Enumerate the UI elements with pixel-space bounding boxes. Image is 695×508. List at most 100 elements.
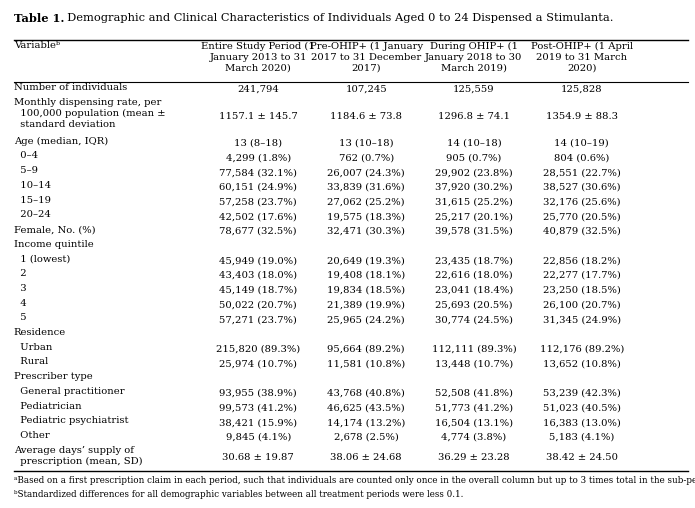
Text: 22,856 (18.2%): 22,856 (18.2%)	[543, 257, 621, 265]
Text: 57,258 (23.7%): 57,258 (23.7%)	[220, 198, 297, 206]
Text: 13 (8–18): 13 (8–18)	[234, 139, 282, 148]
Text: 42,502 (17.6%): 42,502 (17.6%)	[220, 212, 297, 221]
Text: Average days’ supply of
  prescription (mean, SD): Average days’ supply of prescription (me…	[14, 446, 142, 465]
Text: Pediatrician: Pediatrician	[14, 401, 81, 410]
Text: 15–19: 15–19	[14, 196, 51, 205]
Text: Variableᵇ: Variableᵇ	[14, 42, 60, 50]
Text: 52,508 (41.8%): 52,508 (41.8%)	[435, 389, 513, 398]
Text: 78,677 (32.5%): 78,677 (32.5%)	[220, 227, 297, 236]
Text: 23,250 (18.5%): 23,250 (18.5%)	[543, 285, 621, 295]
Text: 1157.1 ± 145.7: 1157.1 ± 145.7	[219, 112, 297, 121]
Text: 22,277 (17.7%): 22,277 (17.7%)	[543, 271, 621, 280]
Text: 3: 3	[14, 284, 26, 293]
Text: Monthly dispensing rate, per
  100,000 population (mean ±
  standard deviation: Monthly dispensing rate, per 100,000 pop…	[14, 98, 165, 129]
Text: 19,408 (18.1%): 19,408 (18.1%)	[327, 271, 405, 280]
Text: 13,448 (10.7%): 13,448 (10.7%)	[435, 359, 513, 368]
Text: 33,839 (31.6%): 33,839 (31.6%)	[327, 183, 405, 192]
Text: 241,794: 241,794	[237, 85, 279, 94]
Text: 26,100 (20.7%): 26,100 (20.7%)	[543, 300, 621, 309]
Text: 38,421 (15.9%): 38,421 (15.9%)	[219, 418, 297, 427]
Text: 1184.6 ± 73.8: 1184.6 ± 73.8	[330, 112, 402, 121]
Text: 11,581 (10.8%): 11,581 (10.8%)	[327, 359, 405, 368]
Text: Rural: Rural	[14, 358, 48, 366]
Text: 804 (0.6%): 804 (0.6%)	[554, 153, 610, 163]
Text: 38.06 ± 24.68: 38.06 ± 24.68	[330, 453, 402, 462]
Text: 36.29 ± 23.28: 36.29 ± 23.28	[438, 453, 510, 462]
Text: 39,578 (31.5%): 39,578 (31.5%)	[435, 227, 513, 236]
Text: 51,773 (41.2%): 51,773 (41.2%)	[435, 403, 513, 412]
Text: 45,149 (18.7%): 45,149 (18.7%)	[219, 285, 297, 295]
Text: 77,584 (32.1%): 77,584 (32.1%)	[220, 168, 297, 177]
Text: 38.42 ± 24.50: 38.42 ± 24.50	[546, 453, 618, 462]
Text: 25,770 (20.5%): 25,770 (20.5%)	[543, 212, 621, 221]
Text: ᵇStandardized differences for all demographic variables between all treatment pe: ᵇStandardized differences for all demogr…	[14, 490, 464, 499]
Text: 99,573 (41.2%): 99,573 (41.2%)	[220, 403, 297, 412]
Text: General practitioner: General practitioner	[14, 387, 124, 396]
Text: 60,151 (24.9%): 60,151 (24.9%)	[220, 183, 297, 192]
Text: 13 (10–18): 13 (10–18)	[339, 139, 393, 148]
Text: 215,820 (89.3%): 215,820 (89.3%)	[216, 344, 300, 354]
Text: Pediatric psychiatrist: Pediatric psychiatrist	[14, 416, 129, 425]
Text: 19,575 (18.3%): 19,575 (18.3%)	[327, 212, 405, 221]
Text: 43,768 (40.8%): 43,768 (40.8%)	[327, 389, 405, 398]
Text: 95,664 (89.2%): 95,664 (89.2%)	[327, 344, 405, 354]
Text: 13,652 (10.8%): 13,652 (10.8%)	[543, 359, 621, 368]
Text: 38,527 (30.6%): 38,527 (30.6%)	[543, 183, 621, 192]
Text: Post-OHIP+ (1 April
2019 to 31 March
2020): Post-OHIP+ (1 April 2019 to 31 March 202…	[531, 42, 633, 73]
Text: 25,965 (24.2%): 25,965 (24.2%)	[327, 315, 405, 324]
Text: 51,023 (40.5%): 51,023 (40.5%)	[543, 403, 621, 412]
Text: 4,299 (1.8%): 4,299 (1.8%)	[226, 153, 291, 163]
Text: Other: Other	[14, 431, 49, 440]
Text: 43,403 (18.0%): 43,403 (18.0%)	[219, 271, 297, 280]
Text: 57,271 (23.7%): 57,271 (23.7%)	[220, 315, 297, 324]
Text: 28,551 (22.7%): 28,551 (22.7%)	[543, 168, 621, 177]
Text: 16,383 (13.0%): 16,383 (13.0%)	[543, 418, 621, 427]
Text: 20,649 (19.3%): 20,649 (19.3%)	[327, 257, 405, 265]
Text: 2,678 (2.5%): 2,678 (2.5%)	[334, 433, 398, 442]
Text: 46,625 (43.5%): 46,625 (43.5%)	[327, 403, 405, 412]
Text: 5: 5	[14, 313, 26, 322]
Text: 20–24: 20–24	[14, 210, 51, 219]
Text: 27,062 (25.2%): 27,062 (25.2%)	[327, 198, 405, 206]
Text: 21,389 (19.9%): 21,389 (19.9%)	[327, 300, 405, 309]
Text: 45,949 (19.0%): 45,949 (19.0%)	[219, 257, 297, 265]
Text: 26,007 (24.3%): 26,007 (24.3%)	[327, 168, 405, 177]
Text: 125,559: 125,559	[453, 85, 495, 94]
Text: Demographic and Clinical Characteristics of Individuals Aged 0 to 24 Dispensed a: Demographic and Clinical Characteristics…	[60, 13, 613, 22]
Text: 31,615 (25.2%): 31,615 (25.2%)	[435, 198, 513, 206]
Text: 125,828: 125,828	[561, 85, 603, 94]
Text: 25,693 (20.5%): 25,693 (20.5%)	[435, 300, 513, 309]
Text: 9,845 (4.1%): 9,845 (4.1%)	[226, 433, 291, 442]
Text: Age (median, IQR): Age (median, IQR)	[14, 137, 108, 146]
Text: Residence: Residence	[14, 328, 66, 337]
Text: 1 (lowest): 1 (lowest)	[14, 255, 70, 264]
Text: 37,920 (30.2%): 37,920 (30.2%)	[435, 183, 513, 192]
Text: 112,176 (89.2%): 112,176 (89.2%)	[540, 344, 624, 354]
Text: 53,239 (42.3%): 53,239 (42.3%)	[543, 389, 621, 398]
Text: 5,183 (4.1%): 5,183 (4.1%)	[549, 433, 614, 442]
Text: During OHIP+ (1
January 2018 to 30
March 2019): During OHIP+ (1 January 2018 to 30 March…	[425, 42, 523, 73]
Text: 31,345 (24.9%): 31,345 (24.9%)	[543, 315, 621, 324]
Text: 107,245: 107,245	[345, 85, 387, 94]
Text: Female, No. (%): Female, No. (%)	[14, 225, 95, 234]
Text: 2: 2	[14, 269, 26, 278]
Text: 23,435 (18.7%): 23,435 (18.7%)	[435, 257, 513, 265]
Text: Number of individuals: Number of individuals	[14, 83, 127, 92]
Text: Table 1.: Table 1.	[14, 13, 64, 23]
Text: 19,834 (18.5%): 19,834 (18.5%)	[327, 285, 405, 295]
Text: 762 (0.7%): 762 (0.7%)	[338, 153, 394, 163]
Text: Urban: Urban	[14, 343, 52, 352]
Text: 25,974 (10.7%): 25,974 (10.7%)	[220, 359, 297, 368]
Text: 30.68 ± 19.87: 30.68 ± 19.87	[222, 453, 294, 462]
Text: 1354.9 ± 88.3: 1354.9 ± 88.3	[546, 112, 618, 121]
Text: ᵃBased on a first prescription claim in each period, such that individuals are c: ᵃBased on a first prescription claim in …	[14, 475, 695, 485]
Text: 10–14: 10–14	[14, 181, 51, 190]
Text: 4,774 (3.8%): 4,774 (3.8%)	[441, 433, 507, 442]
Text: Income quintile: Income quintile	[14, 240, 94, 249]
Text: 25,217 (20.1%): 25,217 (20.1%)	[435, 212, 513, 221]
Text: 23,041 (18.4%): 23,041 (18.4%)	[435, 285, 513, 295]
Text: 32,176 (25.6%): 32,176 (25.6%)	[543, 198, 621, 206]
Text: 16,504 (13.1%): 16,504 (13.1%)	[435, 418, 513, 427]
Text: Prescriber type: Prescriber type	[14, 372, 92, 381]
Text: 4: 4	[14, 299, 26, 307]
